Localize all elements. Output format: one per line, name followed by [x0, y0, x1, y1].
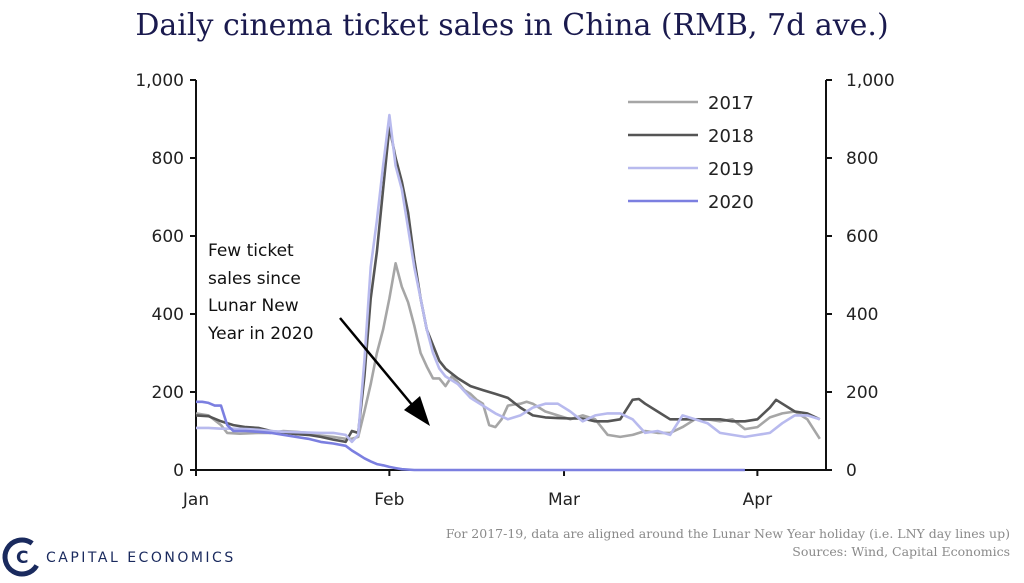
x-tick-label-jan: Jan: [182, 490, 209, 510]
left-y-tick-label: 800: [152, 149, 184, 169]
left-y-ticks: 0 200 400 600 800 1,000: [135, 71, 196, 481]
series-line-2020: [196, 400, 745, 472]
legend-label-2019: 2019: [708, 159, 754, 180]
x-tick-label-feb: Feb: [374, 490, 404, 510]
x-ticks: Jan Feb Mar Apr: [182, 470, 772, 510]
left-y-tick-label: 600: [152, 227, 184, 247]
legend-label-2020: 2020: [708, 192, 754, 213]
left-y-tick-label: 1,000: [135, 71, 184, 91]
series-line-2019: [196, 113, 821, 444]
series-lines: [195, 113, 821, 472]
annotation: Few ticket sales since Lunar New Year in…: [207, 241, 430, 426]
series-line-2018: [195, 125, 821, 444]
x-tick-label-mar: Mar: [548, 490, 580, 510]
plot-area: 0 200 400 600 800 1,000 0 200 400 600 800 1,000 Ja…: [135, 71, 894, 510]
legend: 2017 2018 2019 2020: [628, 93, 754, 213]
series-line-2017: [195, 262, 821, 441]
left-y-tick-label: 0: [173, 461, 184, 481]
logo-mark-icon: C: [16, 548, 28, 568]
capital-economics-logo: C CAPITAL ECONOMICS: [2, 537, 236, 577]
x-tick-label-apr: Apr: [743, 490, 772, 510]
left-y-tick-label: 200: [152, 383, 184, 403]
annotation-line-1: Few ticket: [208, 241, 294, 261]
annotation-line-2: sales since: [208, 269, 301, 289]
annotation-line-3: Lunar New: [208, 296, 299, 316]
logo-ring-icon: [2, 537, 42, 577]
right-y-tick-label: 200: [846, 383, 878, 403]
legend-label-2018: 2018: [708, 126, 754, 147]
chart-title: Daily cinema ticket sales in China (RMB,…: [135, 8, 888, 43]
right-y-tick-label: 800: [846, 149, 878, 169]
right-y-tick-label: 1,000: [846, 71, 895, 91]
legend-label-2017: 2017: [708, 93, 754, 114]
footnote-alignment: For 2017-19, data are aligned around the…: [446, 526, 1010, 541]
logo-text: CAPITAL ECONOMICS: [46, 550, 236, 566]
right-y-ticks: 0 200 400 600 800 1,000: [826, 71, 895, 481]
right-y-tick-label: 400: [846, 305, 878, 325]
annotation-arrow-shaft: [339, 317, 419, 413]
right-y-tick-label: 0: [846, 461, 857, 481]
annotation-line-4: Year in 2020: [207, 324, 314, 344]
left-y-tick-label: 400: [152, 305, 184, 325]
right-y-tick-label: 600: [846, 227, 878, 247]
annotation-arrow-head: [404, 396, 430, 426]
footnote-sources: Sources: Wind, Capital Economics: [792, 544, 1010, 559]
